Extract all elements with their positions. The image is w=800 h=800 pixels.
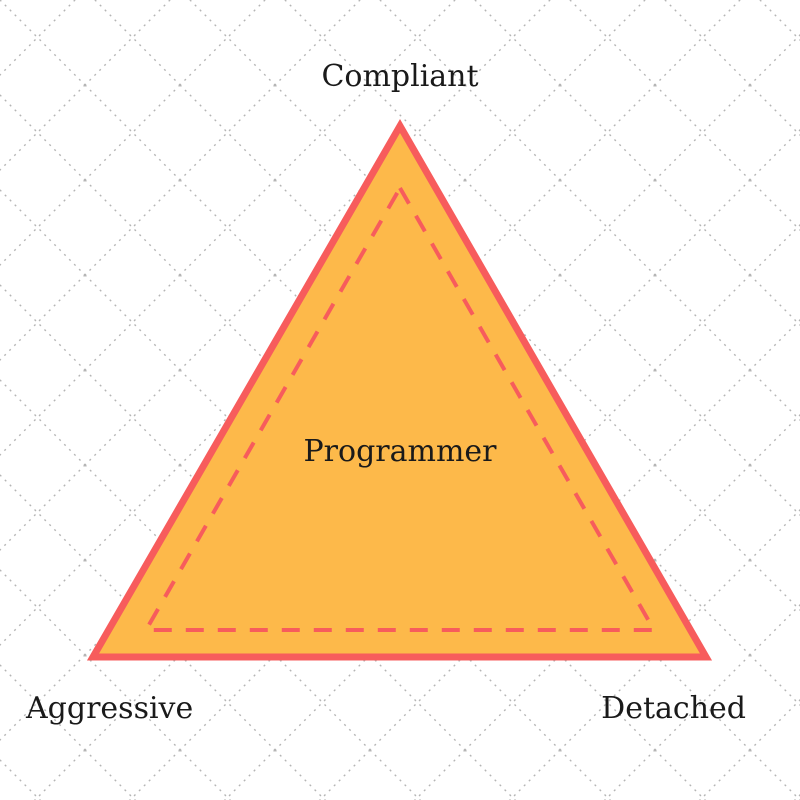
programmer-label: Programmer [303,434,497,469]
detached-label: Detached [601,691,746,726]
aggressive-label: Aggressive [26,691,194,726]
compliant-label: Compliant [321,59,479,94]
outer-triangle [86,118,713,661]
